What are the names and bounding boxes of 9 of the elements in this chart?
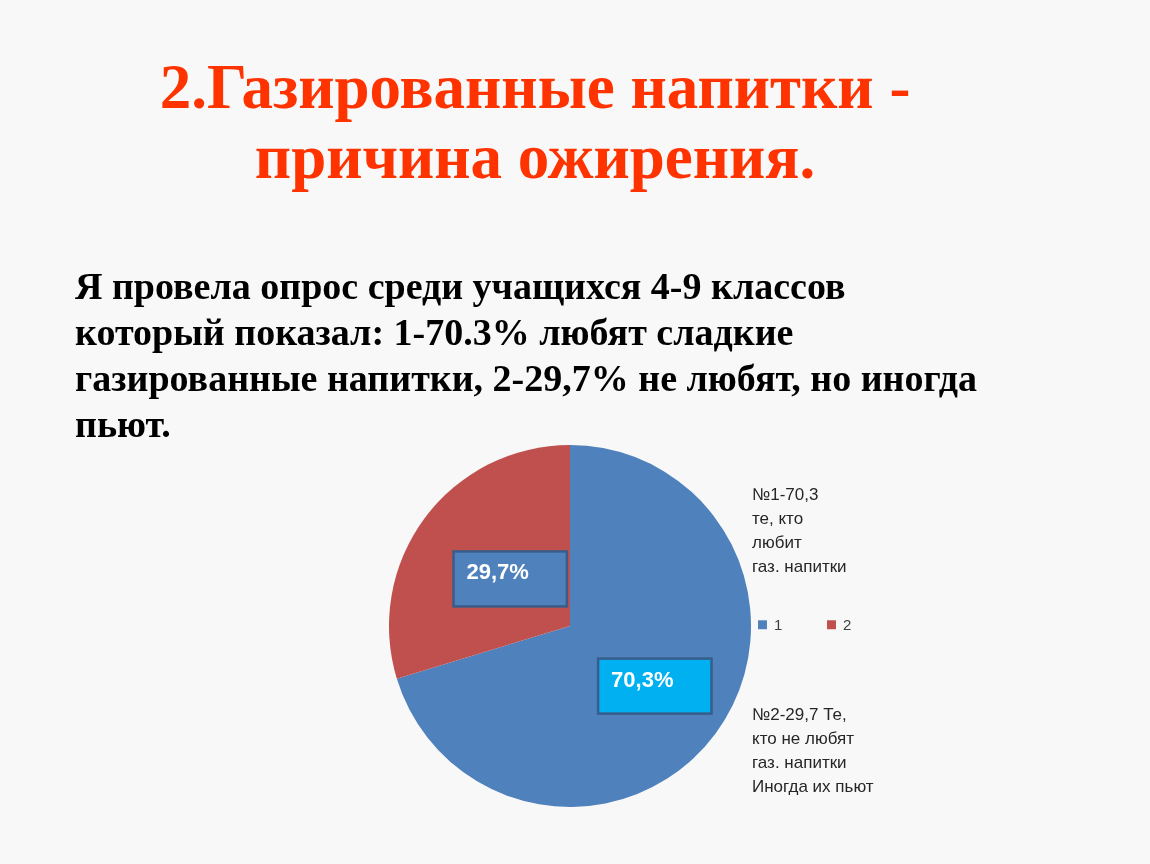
chart-subtitle: Я провела опрос среди учащихся 4-9 классов который показал: 1-70.3% любят сладкие газированные напитки, 2-29,7% не любят, но иногда пьют.	[75, 265, 978, 445]
text: №1-70,3 те, кто любит газ. напитки	[752, 485, 847, 576]
pie-slice	[396, 445, 751, 807]
data-label: 70,3%	[611, 666, 674, 692]
legend-label: 1	[774, 615, 783, 633]
legend-label: 2	[843, 615, 852, 633]
data-label: 29,7%	[466, 559, 529, 585]
text: №2-29,7 Те, кто не любят газ. напитки Иногда их пьют	[752, 705, 874, 796]
chart-title: 2.Газированные напитки - причина ожирения.	[159, 52, 911, 192]
